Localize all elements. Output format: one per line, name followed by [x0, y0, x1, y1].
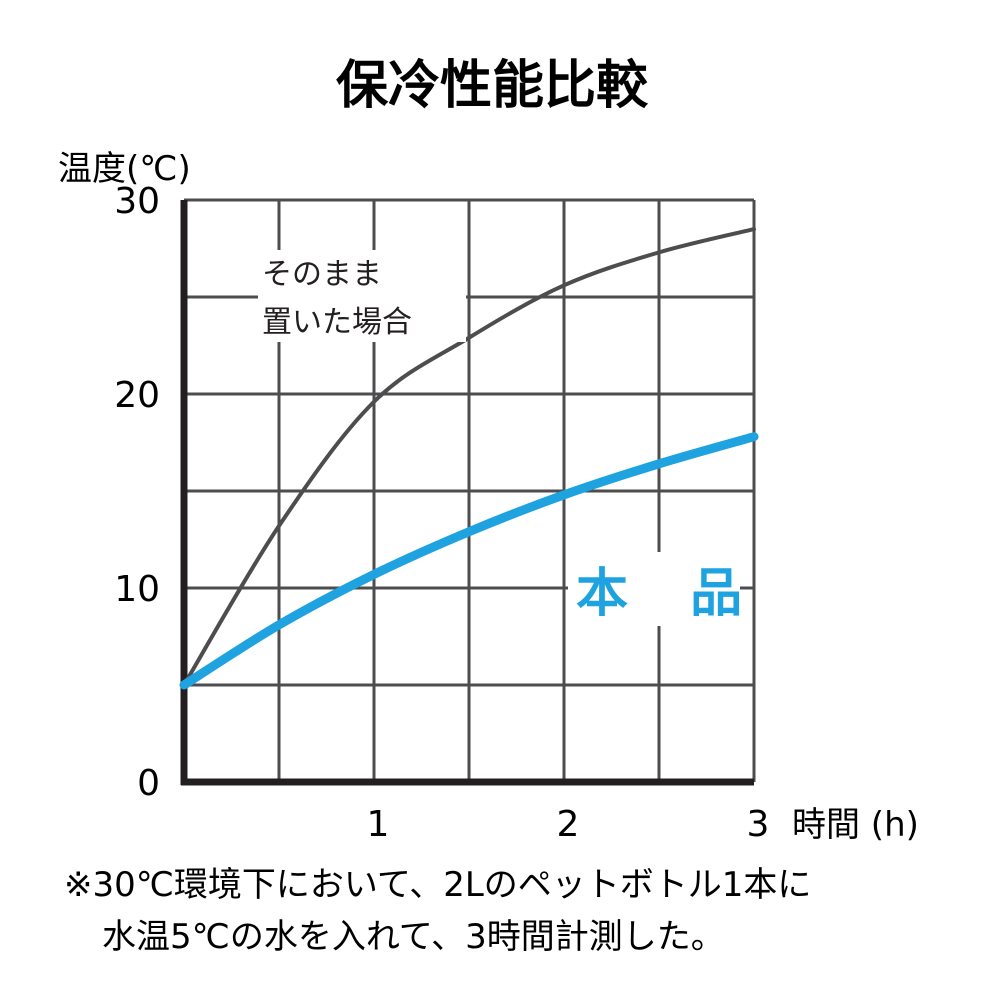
chart-title: 保冷性能比較 — [336, 56, 649, 116]
series-label-ambient-line1: そのまま — [262, 257, 382, 292]
y-tick-label: 30 — [114, 181, 160, 222]
tick-labels: 0 10 20 30 1 2 3 — [114, 181, 769, 845]
series-label-product: 本 品 — [576, 564, 764, 624]
x-axis-label: 時間 (h) — [792, 805, 919, 845]
series-line-ambient — [182, 227, 756, 687]
series-line-product — [179, 432, 759, 690]
y-tick-label: 20 — [114, 375, 160, 416]
series-label-background — [258, 250, 466, 342]
series-label-ambient-line2: 置いた場合 — [262, 305, 412, 340]
x-tick-label: 3 — [747, 804, 770, 845]
x-tick-label: 2 — [557, 804, 580, 845]
grid — [184, 198, 756, 782]
y-tick-label: 10 — [114, 569, 160, 610]
series-lines — [179, 227, 759, 690]
y-axis-label: 温度(℃) — [58, 149, 191, 189]
footnote-line-2: 水温5℃の水を入れて、3時間計測した。 — [102, 917, 725, 957]
y-tick-label: 0 — [137, 763, 160, 804]
series-label-product-background — [568, 552, 740, 626]
x-tick-label: 1 — [367, 804, 390, 845]
footnote-line-1: ※30℃環境下において、2Lのペットボトル1本に — [64, 865, 811, 905]
